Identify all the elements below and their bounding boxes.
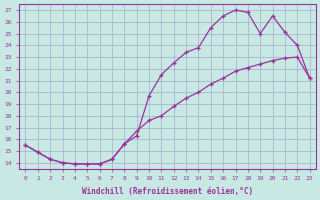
X-axis label: Windchill (Refroidissement éolien,°C): Windchill (Refroidissement éolien,°C) <box>82 187 253 196</box>
